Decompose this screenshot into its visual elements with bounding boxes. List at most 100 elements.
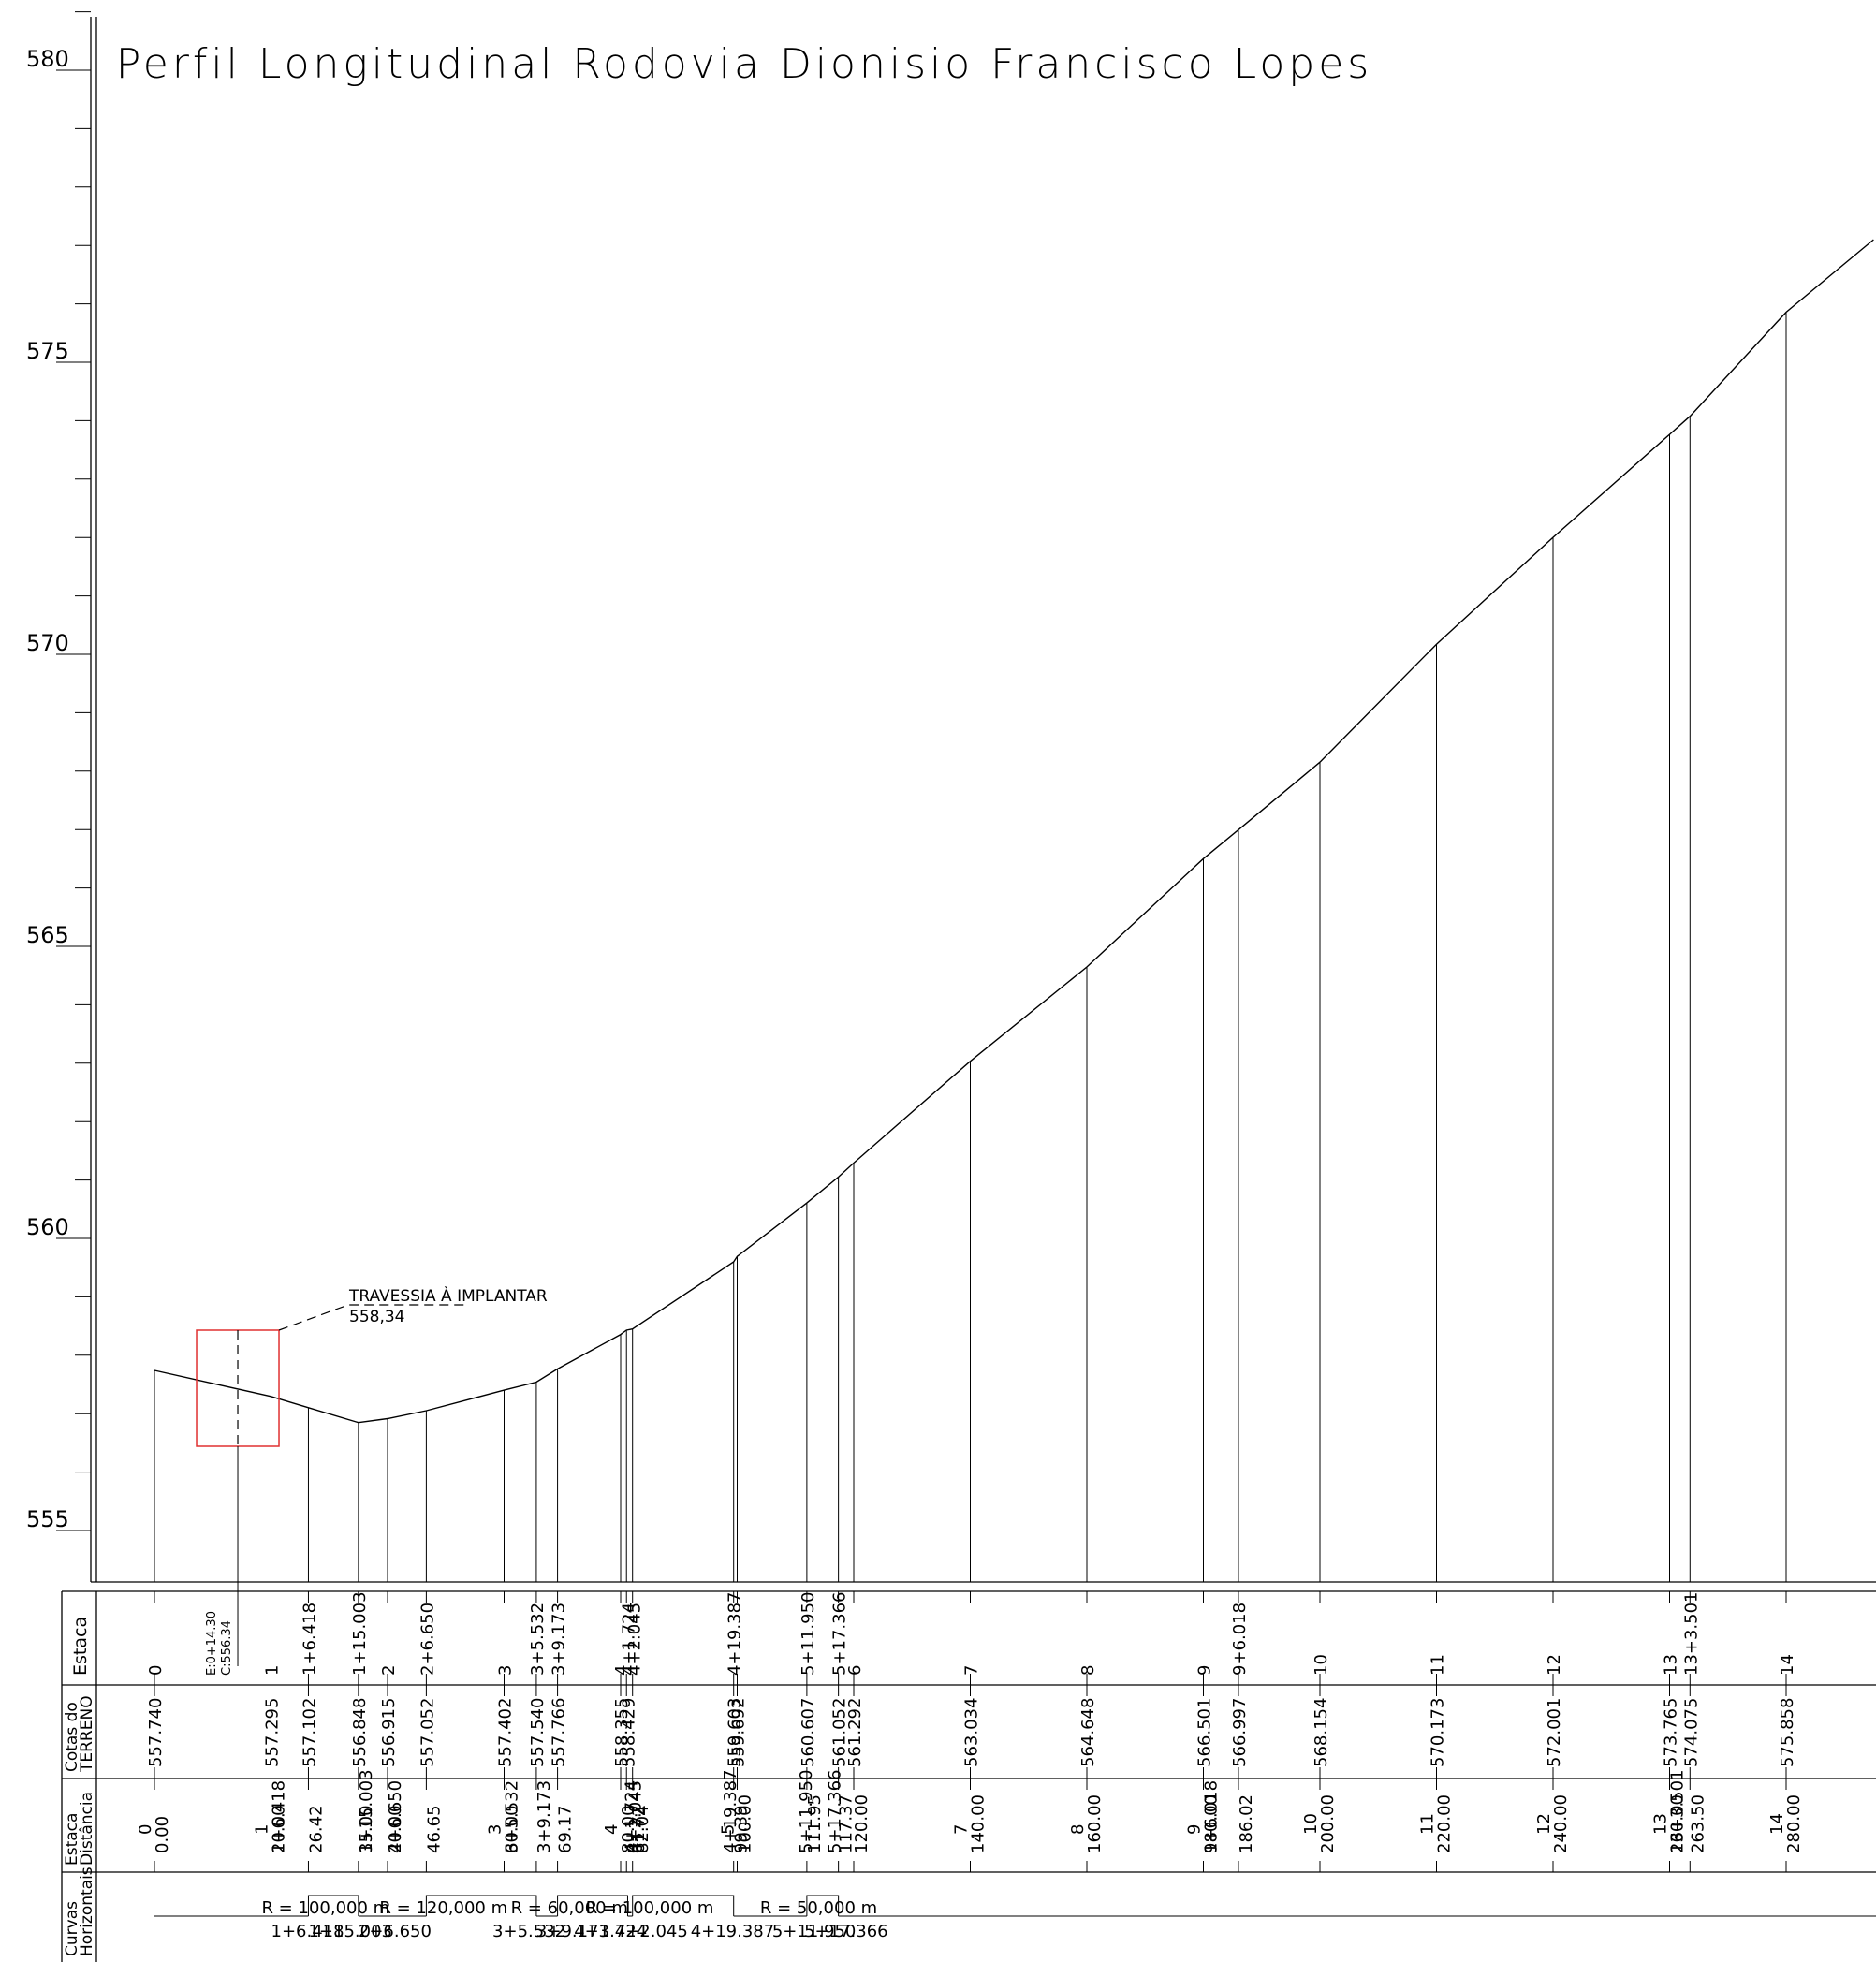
terrain-line bbox=[154, 239, 1874, 1424]
curve-stake-label: 4+2.045 bbox=[615, 1922, 688, 1941]
crossing-label: TRAVESSIA À IMPLANTAR bbox=[348, 1285, 548, 1306]
estaca-label: 9+6.018 bbox=[1230, 1603, 1250, 1676]
dist-value-label: 1+6.418 bbox=[270, 1780, 289, 1853]
row-label-estaca-dist: Estaca bbox=[63, 1813, 81, 1866]
curve-bracket bbox=[425, 1895, 537, 1916]
dist-value-label: 99.39 bbox=[732, 1805, 752, 1853]
dist-value-label: 0.00 bbox=[153, 1816, 172, 1853]
curve-radius-label: R = 50,000 m bbox=[760, 1898, 877, 1918]
dist-station-label: 12 bbox=[1534, 1813, 1554, 1835]
elevation-tick-label: 575 bbox=[26, 338, 69, 364]
cota-label: 557.052 bbox=[418, 1698, 437, 1767]
cota-label: 574.075 bbox=[1681, 1698, 1701, 1767]
dist-value-label: 20.00 bbox=[270, 1805, 289, 1853]
dist-value-label: 200.00 bbox=[1318, 1794, 1338, 1853]
cota-label: 559.692 bbox=[729, 1698, 749, 1767]
row-label-estaca: Estaca bbox=[70, 1617, 91, 1676]
estaca-label: 13+3.501 bbox=[1681, 1591, 1701, 1676]
curve-stake-label: 3+9.173 bbox=[536, 1922, 609, 1941]
dist-value-label: 186.02 bbox=[1237, 1794, 1256, 1853]
cota-label: 570.173 bbox=[1429, 1698, 1448, 1767]
dist-value-label: 60.00 bbox=[503, 1805, 522, 1853]
leader-line bbox=[278, 1304, 465, 1331]
dist-value-label: 81.72 bbox=[629, 1805, 649, 1853]
dist-station-label: 3 bbox=[486, 1824, 506, 1835]
curve-stake-label: 1+15.003 bbox=[308, 1922, 392, 1941]
dist-value-label: 160.00 bbox=[1085, 1794, 1105, 1853]
dist-value-label: 13+3.501 bbox=[1668, 1769, 1688, 1853]
estaca-label: 11 bbox=[1429, 1654, 1448, 1676]
curve-radius-label: R = 100,000 m bbox=[586, 1898, 714, 1918]
crossing-annotation: TRAVESSIA À IMPLANTAR 558,34 E:0+14.30 C:… bbox=[196, 1285, 548, 1676]
estaca-label: 4+1.724 bbox=[619, 1603, 638, 1676]
dist-station-label: 8 bbox=[1068, 1824, 1088, 1835]
dist-station-label: 7 bbox=[952, 1824, 972, 1835]
cota-label: 566.501 bbox=[1195, 1698, 1215, 1767]
estaca-label: 9 bbox=[1195, 1665, 1215, 1676]
estaca-label: 14 bbox=[1778, 1654, 1797, 1676]
dist-value-label: 46.65 bbox=[424, 1805, 444, 1853]
elevation-tick-label: 570 bbox=[26, 630, 69, 656]
cota-label: 568.154 bbox=[1312, 1698, 1331, 1767]
dist-value-label: 220.00 bbox=[1435, 1794, 1455, 1853]
estaca-label: 0 bbox=[146, 1665, 166, 1676]
dist-value-label: 40.00 bbox=[386, 1805, 405, 1853]
curve-radius-label: R = 100,000 m bbox=[261, 1898, 389, 1918]
curve-stake-label: 4+1.724 bbox=[574, 1922, 647, 1941]
cota-label: 556.848 bbox=[350, 1698, 370, 1767]
dist-value-label: 280.00 bbox=[1784, 1794, 1804, 1853]
cota-label: 558.355 bbox=[612, 1698, 632, 1767]
elevation-tick-label: 560 bbox=[26, 1214, 69, 1240]
dist-value-label: 69.17 bbox=[556, 1805, 576, 1853]
curve-radius-label: R = 120,000 m bbox=[379, 1898, 507, 1918]
curve-stake-label: 5+11.950 bbox=[772, 1922, 857, 1941]
row-label-terreno: TERRENO bbox=[78, 1695, 96, 1773]
cota-label: 573.765 bbox=[1662, 1698, 1681, 1767]
dist-station-label: 9 bbox=[1185, 1824, 1205, 1835]
dist-value-label: 140.00 bbox=[969, 1794, 989, 1853]
cota-label: 556.915 bbox=[379, 1698, 399, 1767]
curve-bracket bbox=[632, 1895, 735, 1916]
dist-value-label: 3+9.173 bbox=[535, 1780, 554, 1853]
elevation-tick-label: 555 bbox=[26, 1506, 69, 1532]
cota-label: 561.292 bbox=[845, 1698, 865, 1767]
crossing-elevation-label: 558,34 bbox=[349, 1308, 404, 1326]
dist-value-label: 35.00 bbox=[357, 1805, 376, 1853]
dist-value-label: 26.42 bbox=[306, 1805, 326, 1853]
cota-label: 557.295 bbox=[263, 1698, 283, 1767]
row-label-distancia: Distância bbox=[78, 1792, 96, 1866]
row-label-horizontais: Horizontais bbox=[78, 1867, 96, 1956]
dist-station-label: 1 bbox=[253, 1824, 272, 1835]
dist-station-label: 13 bbox=[1651, 1813, 1671, 1835]
curve-radius-label: R = 60,000 m bbox=[511, 1898, 628, 1918]
dist-station-label: 10 bbox=[1301, 1813, 1321, 1835]
dist-value-label: 2+6.650 bbox=[386, 1780, 405, 1853]
dist-value-label: 5+11.950 bbox=[797, 1769, 816, 1853]
estaca-label: 3 bbox=[496, 1665, 516, 1676]
dist-value-label: 1+15.003 bbox=[357, 1769, 376, 1853]
curve-bracket bbox=[806, 1895, 840, 1916]
dist-value-label: 9+6.018 bbox=[1202, 1780, 1222, 1853]
cota-label: 557.740 bbox=[146, 1698, 166, 1767]
dist-station-label: 4 bbox=[602, 1824, 622, 1835]
dist-value-label: 4+2.045 bbox=[625, 1780, 645, 1853]
drawing-title: Perfil Longitudinal Rodovia Dionisio Fra… bbox=[116, 40, 1372, 88]
dist-value-label: 240.00 bbox=[1551, 1794, 1571, 1853]
estaca-label: 3+5.532 bbox=[528, 1603, 548, 1676]
dist-value-label: 80.00 bbox=[619, 1805, 638, 1853]
dist-value-label: 3+5.532 bbox=[503, 1780, 522, 1853]
elevation-tick-label: 580 bbox=[26, 46, 69, 72]
cota-label: 557.766 bbox=[550, 1698, 569, 1767]
dist-value-label: 5+17.366 bbox=[825, 1769, 844, 1853]
estaca-label: 12 bbox=[1545, 1654, 1564, 1676]
dist-value-label: 180.00 bbox=[1202, 1794, 1222, 1853]
cota-label: 564.648 bbox=[1078, 1698, 1098, 1767]
cota-label: 557.102 bbox=[300, 1698, 319, 1767]
estaca-label: 1+15.003 bbox=[350, 1591, 370, 1676]
curve-bracket bbox=[307, 1895, 359, 1916]
elevation-tick-label: 565 bbox=[26, 922, 69, 948]
crossing-stake-label: E:0+14.30 bbox=[205, 1611, 219, 1676]
dist-value-label: 117.37 bbox=[837, 1794, 857, 1853]
